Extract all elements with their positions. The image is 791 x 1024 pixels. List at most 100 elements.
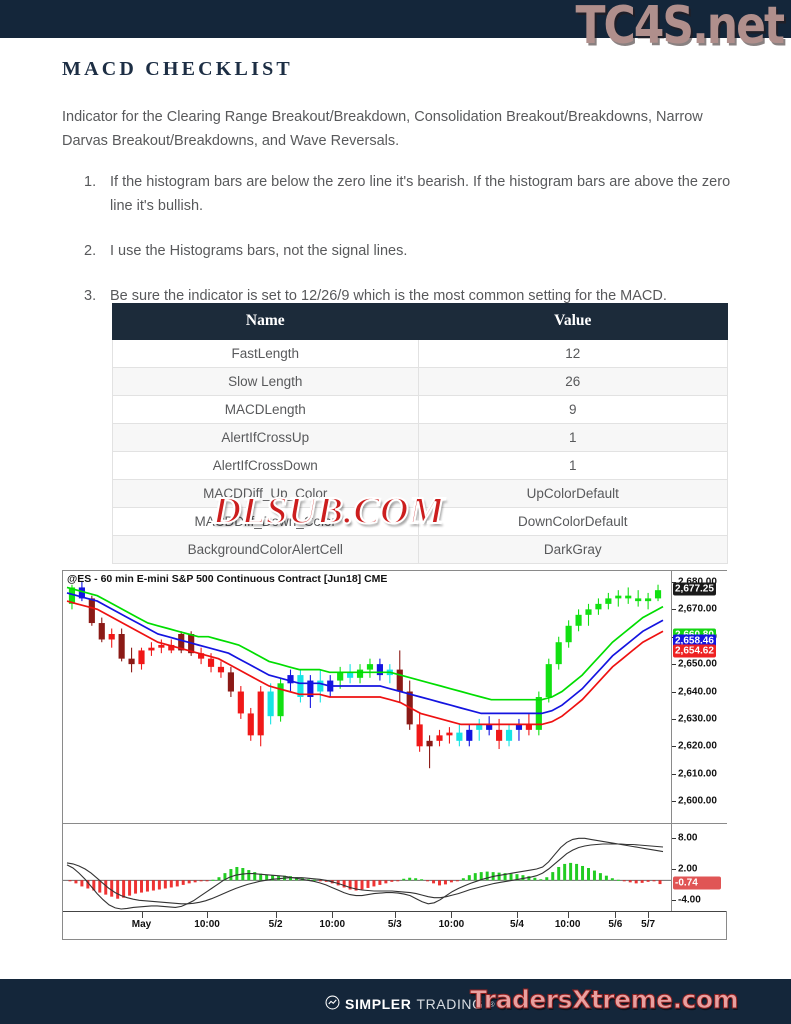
table-row: MACDLength 9: [112, 395, 729, 424]
time-tick: [207, 912, 209, 918]
time-tick: [141, 912, 143, 918]
chart-title: @ES - 60 min E-mini S&P 500 Continuous C…: [67, 573, 388, 585]
time-tick: [394, 912, 396, 918]
time-tick-label: 5/2: [268, 919, 283, 930]
price-pane: [63, 571, 671, 823]
tradersxtreme-watermark: TradersXtreme.com: [469, 985, 739, 1015]
time-tick-label: 5/7: [641, 919, 656, 930]
price-badge-black: 2,677.25: [673, 582, 716, 596]
brand-light: TRADING: [416, 996, 484, 1012]
simpler-trading-logo: SIMPLER TRADING ®: [325, 995, 495, 1013]
list-item-number: 1.: [84, 174, 97, 190]
axis-tick: [672, 746, 676, 748]
price-axis: 2,680.002,670.002,660.002,650.002,640.00…: [671, 571, 727, 911]
price-tick-label: 2,650.00: [678, 658, 717, 670]
parameters-table: Name Value FastLength 12 Slow Length 26 …: [112, 303, 729, 564]
page-title: MACD CHECKLIST: [62, 58, 293, 80]
param-value: DownColorDefault: [417, 507, 729, 536]
price-tick-label: 2,680.00: [678, 576, 717, 588]
table-row: AlertIfCrossUp 1: [112, 423, 729, 452]
table-row: AlertIfCrossDown 1: [112, 451, 729, 480]
axis-tick: [672, 838, 676, 840]
axis-tick: [672, 869, 676, 871]
macd-badge: -0.74: [673, 876, 721, 890]
param-name: AlertIfCrossUp: [112, 423, 419, 452]
time-tick: [516, 912, 518, 918]
wave-circle-icon: [325, 995, 340, 1013]
param-name: MACDLength: [112, 395, 419, 424]
list-item-number: 2.: [84, 243, 97, 259]
time-tick-label: May: [131, 919, 152, 930]
price-badge-red: 2,654.62: [673, 644, 716, 658]
table-row: Slow Length 26: [112, 367, 729, 396]
axis-tick: [672, 609, 676, 611]
brand-registered: ®: [488, 999, 496, 1009]
price-badge-bluebar: 2,658.46: [673, 634, 716, 648]
param-name: Slow Length: [112, 367, 419, 396]
list-item-text: I use the Histograms bars, not the signa…: [110, 243, 408, 259]
axis-tick: [672, 801, 676, 803]
brand-strong: SIMPLER: [345, 996, 412, 1012]
axis-tick: [672, 581, 676, 583]
param-value: 9: [417, 395, 729, 424]
time-tick-label: 10:00: [554, 919, 581, 930]
table-row: MACDDiff_Down_Color DownColorDefault: [112, 507, 729, 536]
axis-tick: [672, 691, 676, 693]
param-value: UpColorDefault: [417, 479, 729, 508]
trading-chart: @ES - 60 min E-mini S&P 500 Continuous C…: [62, 570, 727, 940]
price-tick-label: 2,630.00: [678, 713, 717, 725]
time-tick: [615, 912, 617, 918]
time-tick-label: 5/6: [608, 919, 623, 930]
time-tick-label: 5/3: [387, 919, 402, 930]
axis-tick: [672, 718, 676, 720]
table-header-name: Name: [112, 303, 419, 340]
axis-tick: [672, 773, 676, 775]
axis-tick: [672, 899, 676, 901]
macd-tick-label: 2.00: [678, 863, 698, 875]
price-tick-label: 2,640.00: [678, 686, 717, 698]
time-tick-label: 10:00: [438, 919, 465, 930]
param-name: MACDDiff_Down_Color: [112, 507, 419, 536]
price-tick-label: 2,610.00: [678, 768, 717, 780]
list-item-number: 3.: [84, 288, 97, 304]
table-row: MACDDiff_Up_Color UpColorDefault: [112, 479, 729, 508]
time-axis: May 10:00 5/2 10:00 5/3 10:00 5/4 10:00 5/6 5/7: [63, 911, 726, 940]
list-item: 1. If the histogram bars are below the z…: [62, 170, 734, 218]
macd-tick-label: -4.00: [678, 894, 701, 906]
param-name: AlertIfCrossDown: [112, 451, 419, 480]
list-item-text: If the histogram bars are below the zero…: [110, 174, 731, 214]
macd-svg: [63, 837, 671, 910]
time-tick: [332, 912, 334, 918]
footer-bar: [0, 979, 791, 1024]
param-name: BackgroundColorAlertCell: [112, 535, 419, 564]
price-tick-label: 2,620.00: [678, 740, 717, 752]
time-tick-label: 10:00: [194, 919, 220, 930]
table-row: BackgroundColorAlertCell DarkGray: [112, 535, 729, 564]
param-name: FastLength: [112, 339, 419, 368]
axis-tick: [672, 664, 676, 666]
price-svg: [66, 581, 664, 769]
time-tick: [451, 912, 453, 918]
param-value: 12: [417, 339, 729, 368]
table-body: FastLength 12 Slow Length 26 MACDLength …: [112, 339, 729, 564]
axis-divider: [672, 823, 727, 824]
list-item-text: Be sure the indicator is set to 12/26/9 …: [110, 288, 667, 304]
table-header-value: Value: [417, 303, 729, 340]
time-tick: [648, 912, 650, 918]
param-value: 26: [417, 367, 729, 396]
table-row: FastLength 12: [112, 339, 729, 368]
table-header-row: Name Value: [112, 303, 729, 340]
macd-tick-label: 8.00: [678, 832, 698, 844]
price-tick-label: 2,600.00: [678, 795, 717, 807]
list-item: 2. I use the Histograms bars, not the si…: [62, 239, 734, 263]
time-tick-label: 5/4: [510, 919, 524, 930]
param-value: DarkGray: [417, 535, 729, 564]
time-tick-label: 10:00: [319, 919, 346, 930]
macd-pane: [63, 823, 671, 912]
time-tick: [275, 912, 277, 918]
checklist: 1. If the histogram bars are below the z…: [62, 170, 734, 329]
header-bar: [0, 0, 791, 38]
time-tick: [567, 912, 569, 918]
param-value: 1: [417, 423, 729, 452]
